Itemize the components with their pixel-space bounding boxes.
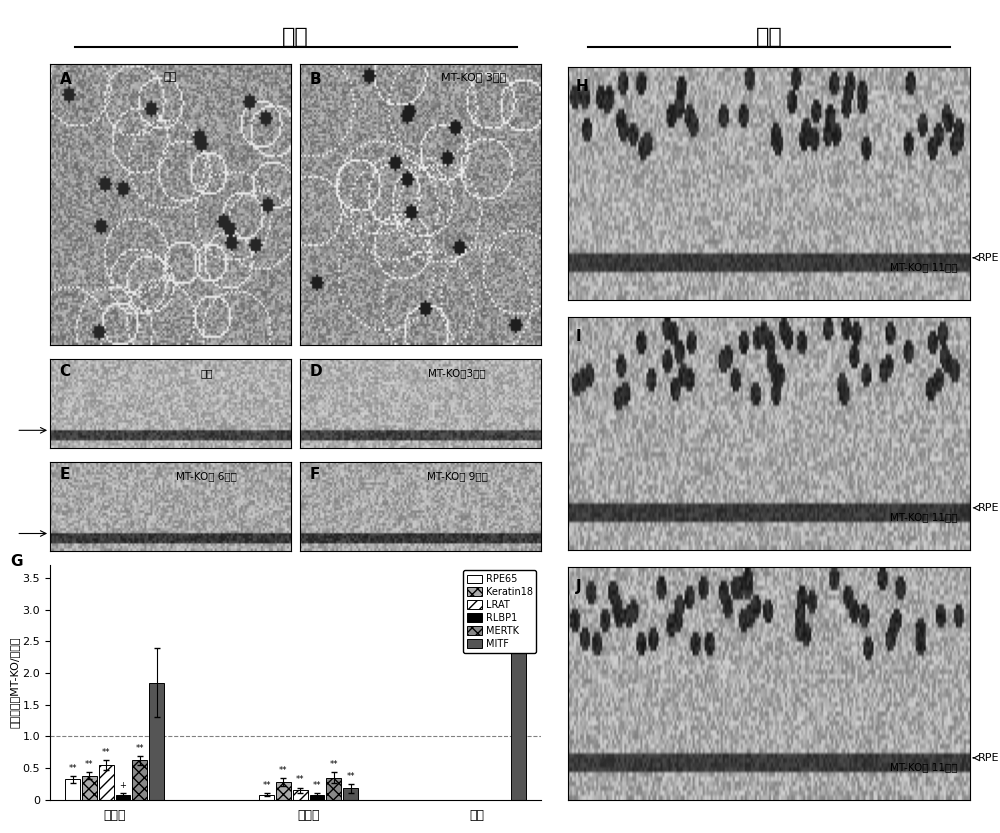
Text: 早期: 早期: [282, 27, 309, 47]
Text: D: D: [310, 363, 323, 378]
Bar: [343, 788, 358, 800]
Text: MT-KO鼠 11个月: MT-KO鼠 11个月: [890, 762, 958, 772]
Text: E: E: [60, 466, 70, 481]
Text: MT-KO鼠 11个月: MT-KO鼠 11个月: [890, 511, 958, 521]
Text: MT-KO鼠 9个月: MT-KO鼠 9个月: [427, 471, 487, 481]
Legend: RPE65, Keratin18, LRAT, RLBP1, MERTK, MITF: RPE65, Keratin18, LRAT, RLBP1, MERTK, MI…: [463, 571, 536, 653]
Text: G: G: [11, 554, 23, 569]
Text: **: **: [514, 572, 523, 581]
Text: F: F: [310, 466, 320, 481]
Text: I: I: [576, 329, 582, 344]
Text: H: H: [576, 79, 589, 94]
Bar: [259, 795, 274, 800]
Text: **: **: [136, 744, 144, 753]
Bar: [149, 682, 164, 800]
Bar: [326, 777, 341, 800]
Text: **: **: [68, 764, 77, 773]
Bar: [293, 791, 308, 800]
Text: **: **: [313, 781, 321, 791]
Text: **: **: [102, 748, 110, 756]
Text: MT-KO鼠 3个月: MT-KO鼠 3个月: [441, 72, 506, 82]
Text: **: **: [279, 766, 288, 775]
Text: C: C: [60, 363, 71, 378]
Bar: [132, 761, 147, 800]
Bar: [99, 765, 114, 800]
Bar: [82, 776, 97, 800]
Bar: [276, 782, 291, 800]
Bar: [511, 606, 526, 800]
Text: 晚期: 晚期: [756, 27, 782, 47]
Text: **: **: [85, 760, 94, 769]
Bar: [65, 780, 80, 800]
Text: +: +: [120, 781, 126, 791]
Text: **: **: [346, 771, 355, 781]
Text: RPE: RPE: [978, 252, 1000, 263]
Text: MT-KO鼠3个月: MT-KO鼠3个月: [428, 368, 486, 378]
Text: **: **: [330, 761, 338, 770]
Bar: [116, 795, 130, 800]
Text: **: **: [262, 781, 271, 791]
Text: B: B: [310, 72, 322, 87]
Text: 对照: 对照: [164, 72, 177, 82]
Bar: [310, 795, 324, 800]
Text: MT-KO鼠 11个月: MT-KO鼠 11个月: [890, 262, 958, 272]
Text: A: A: [60, 72, 71, 87]
Text: MT-KO鼠 6个月: MT-KO鼠 6个月: [176, 471, 237, 481]
Y-axis label: 蛋白表达（MT-KO/对照）: 蛋白表达（MT-KO/对照）: [10, 637, 20, 728]
Text: 对照: 对照: [200, 368, 213, 378]
Text: RPE: RPE: [978, 503, 1000, 513]
Text: RPE: RPE: [978, 753, 1000, 763]
Text: **: **: [296, 776, 304, 785]
Text: J: J: [576, 579, 582, 594]
